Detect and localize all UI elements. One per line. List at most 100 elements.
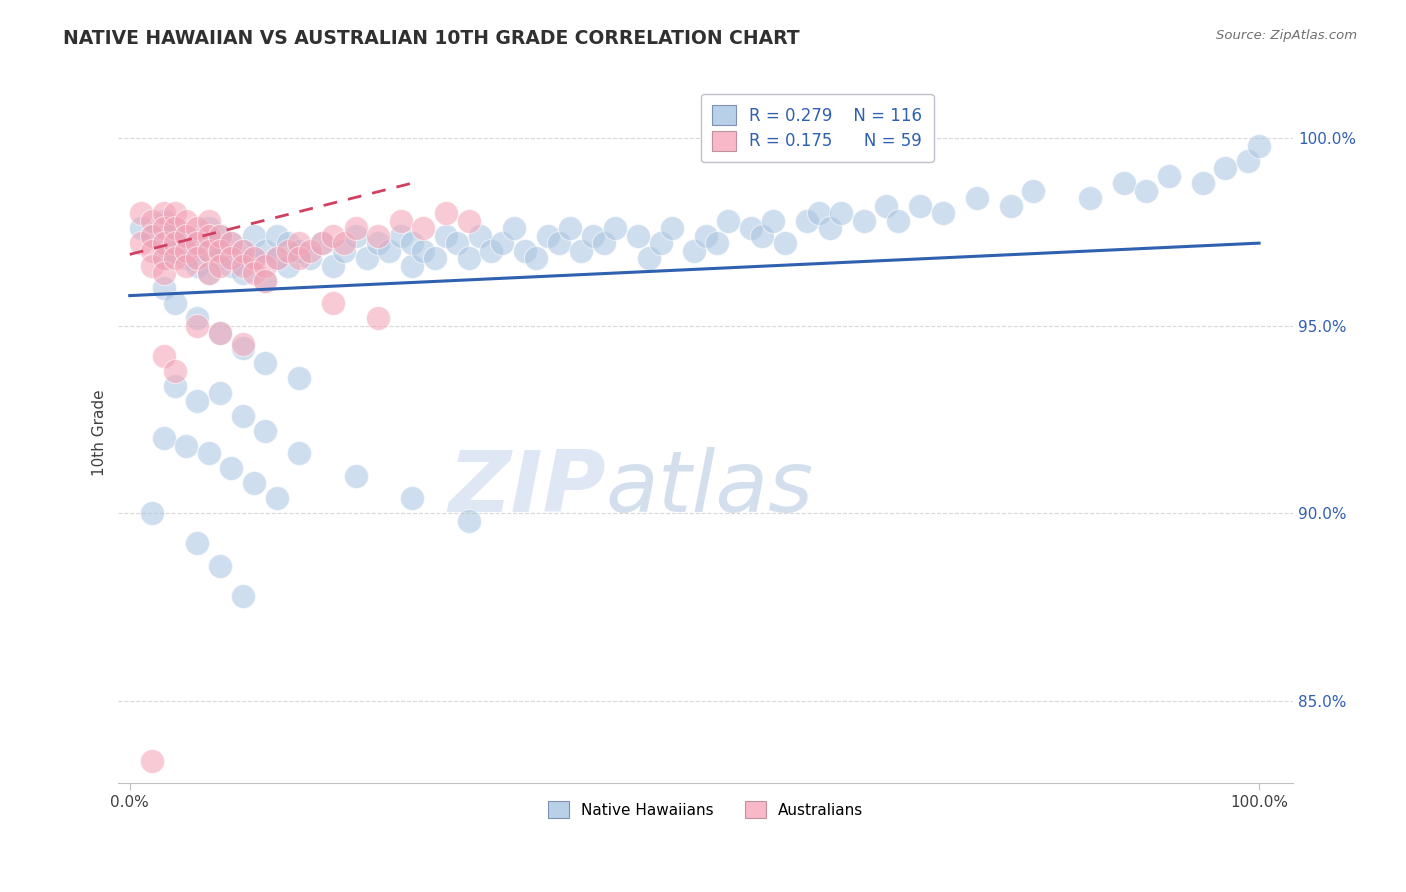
Point (593, 236, 616, 251)
Point (266, 228, 288, 243)
Point (163, 251, 186, 265)
Point (468, 228, 491, 243)
Point (423, 251, 446, 265)
Point (773, 236, 796, 251)
Point (638, 251, 661, 265)
Point (152, 251, 174, 265)
Point (356, 251, 378, 265)
Point (1236, 153, 1258, 168)
Point (174, 259, 197, 273)
Point (344, 468, 367, 483)
Point (1157, 169, 1180, 183)
Point (163, 236, 186, 251)
Point (1112, 176, 1135, 190)
Point (221, 251, 243, 265)
Point (254, 244, 277, 258)
Point (197, 228, 219, 243)
Point (322, 296, 344, 310)
Point (277, 236, 299, 251)
Point (254, 356, 277, 370)
Point (197, 244, 219, 258)
Point (221, 236, 243, 251)
Point (401, 259, 423, 273)
Point (152, 349, 174, 363)
Point (186, 318, 208, 333)
Point (299, 244, 322, 258)
Point (548, 236, 571, 251)
Point (560, 221, 582, 235)
Text: Source: ZipAtlas.com: Source: ZipAtlas.com (1216, 29, 1357, 42)
Point (1213, 161, 1236, 175)
Point (152, 266, 174, 280)
Point (221, 461, 243, 475)
Point (288, 236, 311, 251)
Point (378, 244, 401, 258)
Point (695, 228, 717, 243)
Point (796, 213, 818, 227)
Point (163, 296, 186, 310)
Point (232, 341, 254, 355)
Point (875, 199, 897, 213)
Point (232, 244, 254, 258)
Point (129, 221, 152, 235)
Point (209, 326, 232, 340)
Point (311, 236, 333, 251)
Point (322, 259, 344, 273)
Point (152, 236, 174, 251)
Point (209, 326, 232, 340)
Point (163, 206, 186, 220)
Point (513, 244, 536, 258)
Point (288, 371, 311, 385)
Point (457, 213, 479, 227)
Point (174, 228, 197, 243)
Point (762, 213, 785, 227)
Legend: Native Hawaiians, Australians: Native Hawaiians, Australians (541, 795, 870, 824)
Point (152, 431, 174, 445)
Point (288, 251, 311, 265)
Point (457, 514, 479, 528)
Point (288, 244, 311, 258)
Point (209, 251, 232, 265)
Point (807, 206, 830, 220)
Point (243, 228, 266, 243)
Point (254, 274, 277, 288)
Point (221, 259, 243, 273)
Point (683, 244, 706, 258)
Point (412, 244, 434, 258)
Point (163, 221, 186, 235)
Point (434, 206, 457, 220)
Point (830, 206, 852, 220)
Point (344, 228, 367, 243)
Point (174, 251, 197, 265)
Point (186, 236, 208, 251)
Point (740, 221, 762, 235)
Point (524, 251, 547, 265)
Point (266, 491, 288, 505)
Point (932, 206, 955, 220)
Point (232, 409, 254, 423)
Point (232, 337, 254, 351)
Point (367, 311, 389, 326)
Point (322, 228, 344, 243)
Point (491, 236, 513, 251)
Point (266, 251, 288, 265)
Point (966, 191, 988, 205)
Point (333, 244, 356, 258)
Point (209, 259, 232, 273)
Point (389, 213, 412, 227)
Point (389, 228, 412, 243)
Point (186, 259, 208, 273)
Point (367, 236, 389, 251)
Point (163, 221, 186, 235)
Point (232, 589, 254, 603)
Point (446, 236, 468, 251)
Point (886, 213, 908, 227)
Point (434, 228, 457, 243)
Point (1022, 184, 1045, 198)
Y-axis label: 10th Grade: 10th Grade (93, 389, 107, 475)
Text: NATIVE HAWAIIAN VS AUSTRALIAN 10TH GRADE CORRELATION CHART: NATIVE HAWAIIAN VS AUSTRALIAN 10TH GRADE… (63, 29, 800, 47)
Point (163, 378, 186, 392)
Point (232, 266, 254, 280)
Text: atlas: atlas (606, 447, 814, 530)
Point (141, 244, 163, 258)
